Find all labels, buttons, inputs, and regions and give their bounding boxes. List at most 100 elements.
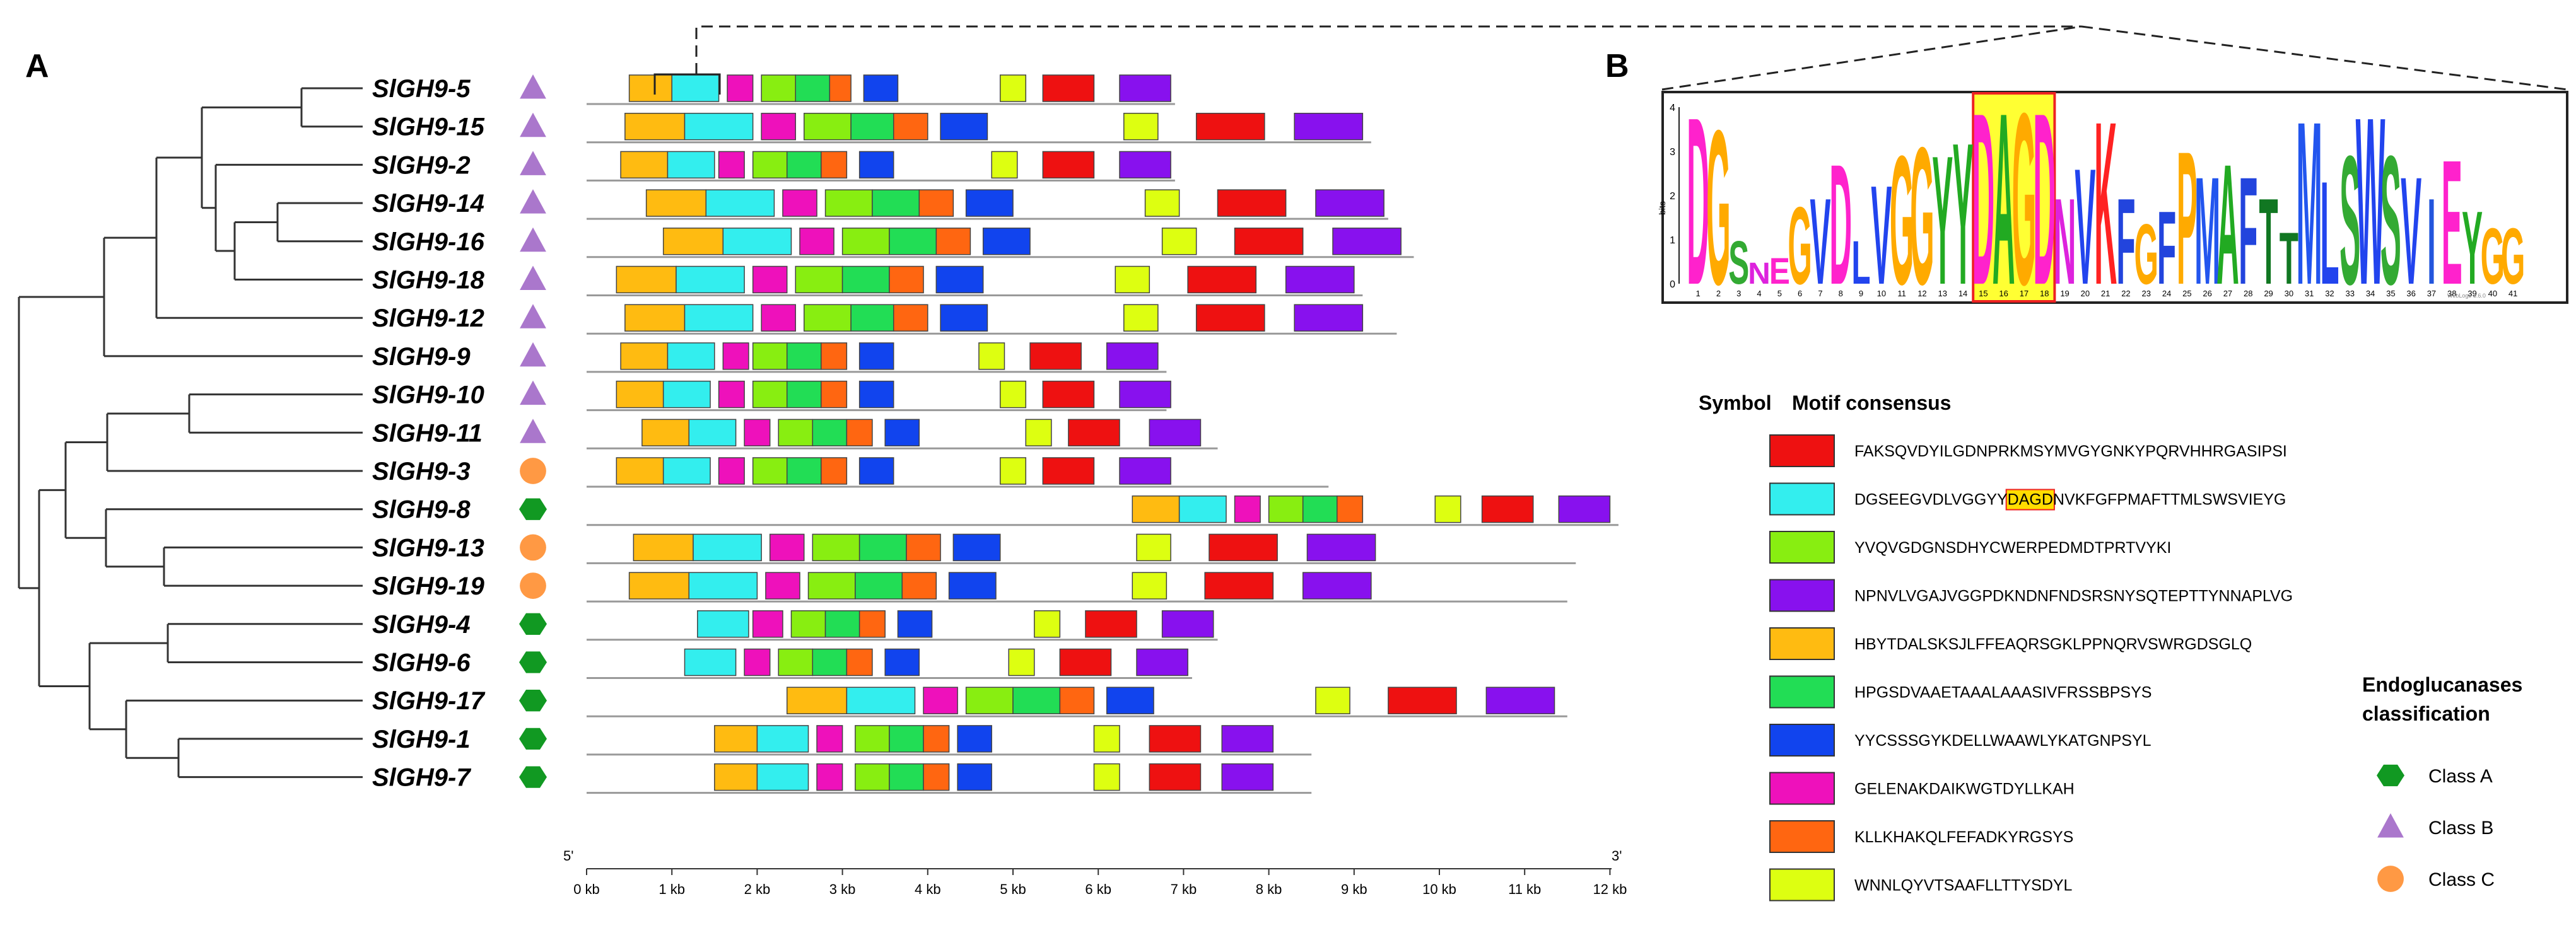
motif-block (1068, 419, 1120, 447)
motif-block (795, 74, 831, 102)
highlight-box (1972, 92, 2056, 303)
motif-block (705, 189, 775, 217)
legend-swatch (1769, 482, 1835, 516)
axis-tick-label: 3 kb (829, 881, 856, 897)
triangle-marker (520, 151, 546, 175)
gene-labels: SlGH9-5 SlGH9-15 SlGH9-2 SlGH9-14 SlGH9-16 Sl… (372, 75, 486, 792)
motif-block (812, 533, 860, 562)
legend-swatch (1769, 868, 1835, 902)
motif-block (855, 763, 890, 791)
motif-consensus: YYCSSSGYKDELLWAAWLYKATGNPSYL (1854, 732, 2152, 750)
logo-x-tick: 35 (2386, 289, 2395, 298)
motif-block (786, 380, 822, 409)
logo-x-tick: 9 (1859, 289, 1863, 298)
hexagon-marker (519, 498, 547, 520)
motif-block (1315, 687, 1350, 714)
motif-block (697, 610, 749, 638)
logo-x-tick: 40 (2488, 289, 2497, 298)
motif-block (1268, 495, 1304, 523)
motif-block (991, 151, 1018, 179)
motif-block (999, 457, 1027, 485)
logo-letter: S (1728, 229, 1749, 297)
motif-block (858, 457, 894, 485)
axis-tick-label: 0 kb (573, 881, 600, 897)
motif-block (889, 725, 924, 753)
motif-block (858, 151, 894, 179)
logo-y-tick: 1 (1670, 235, 1675, 246)
logo-letter: G (2134, 206, 2158, 302)
legend-swatch (1769, 675, 1835, 709)
motif-block (893, 112, 928, 141)
motif-block (940, 112, 988, 141)
motif-block (1388, 687, 1457, 714)
motif-block (850, 304, 894, 332)
logo-x-tick: 18 (2040, 289, 2049, 298)
motif-block (999, 74, 1027, 102)
gene-label: SlGH9-3 (372, 458, 471, 485)
gene-label: SlGH9-17 (372, 687, 486, 715)
motif-block (889, 228, 937, 255)
motif-block (752, 151, 788, 179)
axis-tick-label: 10 kb (1422, 881, 1456, 897)
motif-block (667, 151, 715, 179)
motif-block (722, 228, 792, 255)
motif-block (923, 763, 950, 791)
logo-footnote: WebLogo 3.6.0 (2447, 293, 2486, 299)
motif-block (761, 74, 796, 102)
logo-letter: Y (2462, 190, 2483, 306)
motif-block (1034, 610, 1061, 638)
logo-x-tick: 27 (2223, 289, 2232, 298)
consensus-header: Motif consensus (1792, 392, 1951, 414)
logo-x-tick: 10 (1877, 289, 1886, 298)
dashed-connector-left (1661, 25, 2082, 91)
motif-block (761, 112, 796, 141)
motif-block (858, 380, 894, 409)
logo-x-tick: 29 (2264, 289, 2273, 298)
gene-label: SlGH9-10 (372, 381, 484, 409)
motif-block (752, 265, 788, 294)
motif-block (884, 648, 920, 676)
motif-block (1008, 648, 1035, 676)
logo-letter: V (2075, 135, 2095, 320)
motif-block (1136, 648, 1188, 676)
motif-block (858, 342, 894, 370)
motif-block (1217, 189, 1287, 217)
motif-block (756, 763, 809, 791)
motif-consensus: HBYTDALSKSJLFFEAQRSGKLPPNQRVSWRGDSGLQ (1854, 635, 2252, 653)
hexagon-legend-marker (2377, 764, 2404, 787)
logo-letter: S (2339, 119, 2360, 323)
logo-letter: A (1993, 62, 2015, 336)
motif-block (1123, 304, 1159, 332)
class-label: Class C (2428, 869, 2495, 890)
motif-block (1012, 687, 1061, 714)
triangle-marker (520, 419, 546, 443)
logo-y-tick: 3 (1670, 147, 1675, 158)
motif-block (1042, 151, 1095, 179)
logo-x-tick: 28 (2244, 289, 2252, 298)
logo-x-tick: 11 (1897, 289, 1906, 298)
panel-a-label: A (25, 48, 49, 84)
gene-label: SlGH9-1 (372, 726, 471, 753)
logo-letter: N (1748, 257, 1771, 291)
logo-letter: M (2297, 72, 2322, 333)
motif-block (1234, 495, 1261, 523)
logo-letter: I (2427, 174, 2436, 311)
gene-label: SlGH9-2 (372, 151, 471, 179)
motif-block (786, 342, 822, 370)
motif-block (1093, 763, 1120, 791)
motif-block (1106, 342, 1159, 370)
gene-label: SlGH9-19 (372, 572, 485, 600)
logo-y-tick: 2 (1670, 191, 1675, 202)
logo-x-tick: 26 (2203, 289, 2211, 298)
logo-letter: T (2259, 174, 2278, 311)
axis-tick-label: 4 kb (915, 881, 941, 897)
motif-block (901, 572, 937, 600)
logo-x-tick: 39 (2468, 289, 2476, 298)
circle-marker (520, 572, 546, 599)
three-prime-label: 3' (1612, 848, 1622, 864)
motif-block (1123, 112, 1159, 141)
motif-block (1221, 763, 1274, 791)
motif-block (1285, 265, 1355, 294)
motif-block (714, 725, 758, 753)
motif-block (855, 725, 890, 753)
